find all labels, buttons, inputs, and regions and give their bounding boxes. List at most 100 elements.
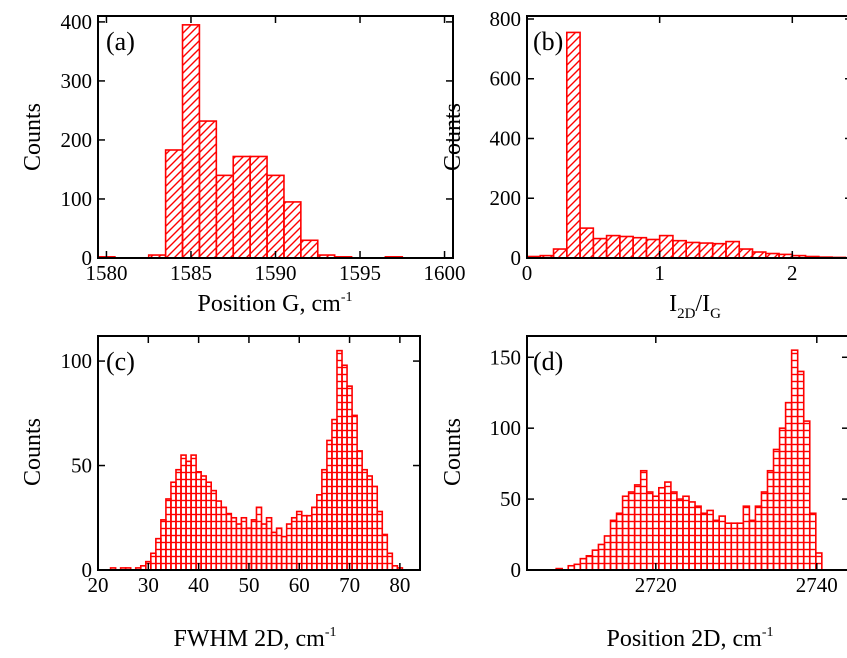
panel-c-ylabel: Counts bbox=[20, 418, 46, 486]
panel-d-frame bbox=[526, 335, 847, 571]
panel-c-tag: (c) bbox=[106, 347, 135, 376]
panel-a-bar bbox=[283, 201, 302, 259]
panel-b-bar bbox=[565, 31, 581, 259]
panel-d-bar bbox=[664, 481, 672, 571]
panel-b: 0 1 2 0 200 400 600 800 (b) Counts I2D/IG bbox=[440, 7, 847, 322]
panel-b-xtick-label: 0 bbox=[522, 261, 533, 285]
panel-a-xtick-label: 1580 bbox=[85, 261, 127, 285]
panel-d-bar bbox=[742, 505, 751, 571]
panel-d-xtick-label: 2720 bbox=[635, 573, 677, 597]
panel-d-bar bbox=[676, 498, 684, 571]
panel-b-ylabel: Counts bbox=[440, 103, 466, 171]
panel-c-ytick-label: 100 bbox=[61, 349, 93, 373]
panel-a-xtick-label: 1585 bbox=[170, 261, 212, 285]
panel-c-ytick-label: 50 bbox=[71, 454, 92, 478]
panel-b-bar bbox=[645, 238, 661, 259]
panel-d-bar bbox=[706, 509, 714, 571]
panel-b-frame bbox=[526, 15, 847, 259]
panel-a-xlabel: Position G, cm-1 bbox=[197, 290, 352, 317]
panel-d-bar bbox=[621, 495, 630, 571]
panel-d-ytick-label: 150 bbox=[490, 345, 522, 369]
panel-d-bar bbox=[658, 486, 666, 571]
panel-b-ytick-label: 200 bbox=[490, 186, 522, 210]
panel-a-bar bbox=[198, 120, 218, 259]
panel-d-xtick-label: 2740 bbox=[796, 573, 838, 597]
panel-a-bar bbox=[300, 239, 319, 259]
panel-b-bar bbox=[579, 227, 595, 259]
panel-b-bar bbox=[619, 235, 634, 259]
panel-b-bar bbox=[605, 234, 621, 259]
panel-d-bar bbox=[591, 549, 600, 571]
panel-a-bar bbox=[181, 24, 201, 259]
panel-d-ylabel: Counts bbox=[440, 418, 466, 486]
panel-a-bar bbox=[164, 149, 184, 259]
panel-d-ytick-label: 0 bbox=[511, 558, 522, 582]
panel-c-xtick-label: 60 bbox=[289, 573, 310, 597]
panel-a-ytick-label: 200 bbox=[61, 128, 93, 152]
panel-d-bar bbox=[772, 448, 781, 571]
panel-d-bar bbox=[712, 519, 720, 571]
panel-c-xlabel-main: FWHM 2D, cm bbox=[174, 626, 326, 652]
panel-a-bar bbox=[249, 155, 268, 259]
panel-d-bar bbox=[645, 491, 654, 571]
panel-a-ylabel: Counts bbox=[20, 103, 46, 171]
panel-a-bar bbox=[232, 155, 251, 259]
panel-b-bar bbox=[685, 241, 701, 259]
panel-c-ytick-label: 0 bbox=[82, 558, 93, 582]
panel-b-xlabel-sub1: 2D bbox=[677, 306, 696, 322]
panel-d-bar bbox=[700, 512, 708, 571]
panel-b-bar bbox=[592, 237, 608, 259]
panel-d-bar bbox=[724, 522, 733, 571]
panel-b-bar bbox=[725, 240, 741, 259]
panel-b-bar bbox=[698, 242, 714, 259]
panel-c-ticks: 20 30 40 50 60 70 80 0 50 100 bbox=[61, 336, 420, 597]
panel-a-xlabel-main: Position G, cm bbox=[197, 291, 341, 317]
panel-c-xtick-label: 80 bbox=[389, 573, 410, 597]
panel-a-tag: (a) bbox=[106, 27, 135, 56]
panel-d-bar bbox=[766, 469, 775, 571]
panel-b-ytick-label: 0 bbox=[511, 246, 522, 270]
panel-a-ytick-label: 100 bbox=[61, 187, 93, 211]
panel-c-xlabel: FWHM 2D, cm-1 bbox=[174, 625, 337, 652]
panel-a-xtick-label: 1595 bbox=[339, 261, 381, 285]
panel-d-bar bbox=[627, 491, 636, 571]
panel-d-bar bbox=[754, 505, 763, 571]
panel-a-bars bbox=[97, 24, 404, 259]
panel-d-bar bbox=[784, 401, 793, 571]
panel-d-bars bbox=[555, 349, 823, 571]
panel-b-ticks: 0 1 2 0 200 400 600 800 bbox=[490, 7, 847, 285]
panel-d-xlabel-main: Position 2D, cm bbox=[606, 626, 762, 652]
panel-d-bar bbox=[748, 519, 757, 571]
panel-d-bar bbox=[790, 349, 799, 571]
panel-b-bar bbox=[552, 248, 568, 259]
panel-d-ticks: 2720 2740 0 50 100 150 bbox=[490, 336, 847, 597]
panel-d-bar bbox=[778, 427, 787, 571]
panel-d-xlabel: Position 2D, cm-1 bbox=[606, 625, 773, 652]
panel-c: 20 30 40 50 60 70 80 0 50 100 (c) Counts FWHM 2D,… bbox=[20, 335, 421, 652]
panel-b-ytick-label: 600 bbox=[490, 67, 522, 91]
panel-b-bars bbox=[526, 31, 847, 259]
panel-d-bar bbox=[609, 519, 618, 571]
panel-d-bar bbox=[796, 370, 805, 571]
panel-b-ytick-label: 800 bbox=[490, 7, 522, 31]
panel-d-ytick-label: 50 bbox=[500, 487, 521, 511]
panel-d-bar bbox=[670, 491, 678, 571]
panel-b-xtick-label: 2 bbox=[787, 261, 798, 285]
panel-d-bar bbox=[597, 543, 606, 571]
panel-a-xlabel-sup: -1 bbox=[341, 290, 353, 305]
panel-b-bar bbox=[711, 242, 727, 259]
panel-b-bar bbox=[658, 234, 674, 259]
panel-a: 1580 1585 1590 1595 1600 0 100 200 300 400 (a) Co… bbox=[20, 10, 466, 317]
panel-d: 2720 2740 0 50 100 150 (d) Counts Position 2D… bbox=[440, 335, 847, 652]
panel-d-bar bbox=[585, 555, 594, 571]
panel-b-xtick-label: 1 bbox=[654, 261, 665, 285]
panel-a-bar bbox=[215, 174, 235, 259]
panel-c-xtick-label: 50 bbox=[238, 573, 259, 597]
panel-d-bar bbox=[694, 505, 702, 571]
panel-b-ytick-label: 400 bbox=[490, 126, 522, 150]
panel-d-bar bbox=[688, 501, 696, 571]
panel-d-bar bbox=[760, 491, 769, 571]
panel-d-bar bbox=[579, 557, 588, 571]
panel-d-bar bbox=[730, 522, 739, 571]
